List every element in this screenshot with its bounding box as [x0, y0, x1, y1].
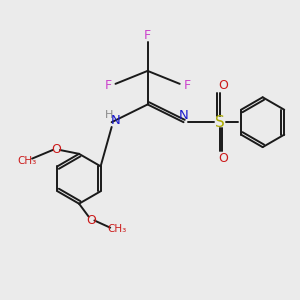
Text: CH₃: CH₃	[108, 224, 127, 234]
Text: H: H	[105, 110, 113, 119]
Text: O: O	[86, 214, 96, 227]
Text: F: F	[144, 29, 151, 42]
Text: O: O	[218, 79, 228, 92]
Text: O: O	[51, 143, 61, 157]
Text: CH₃: CH₃	[18, 155, 37, 166]
Text: F: F	[184, 79, 191, 92]
Text: N: N	[179, 109, 189, 122]
Text: S: S	[214, 115, 224, 130]
Text: N: N	[111, 114, 120, 127]
Text: F: F	[104, 79, 111, 92]
Text: O: O	[218, 152, 228, 165]
